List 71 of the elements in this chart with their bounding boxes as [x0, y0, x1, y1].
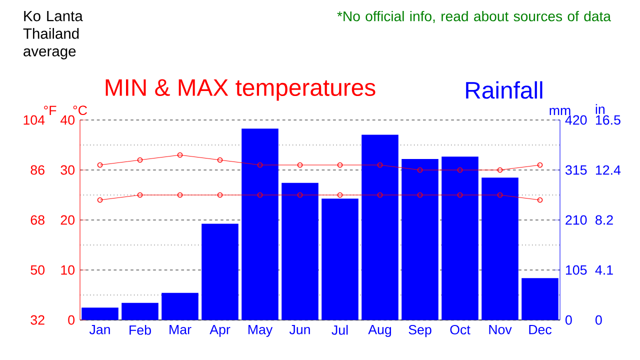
x-tick-label: Feb — [130, 324, 151, 335]
point — [337, 192, 343, 198]
text: 0 — [596, 315, 602, 325]
y2-tick-label: 0 — [566, 315, 572, 325]
point — [257, 162, 263, 168]
text: 4.1 — [595, 265, 613, 275]
point — [217, 157, 223, 163]
bar — [482, 178, 518, 320]
point — [377, 162, 383, 168]
bar — [322, 198, 358, 320]
text: in — [596, 104, 605, 114]
y-axis-title: °C — [73, 106, 88, 116]
point — [217, 192, 223, 198]
point — [177, 152, 183, 158]
x-tick-label: Aug — [368, 324, 392, 337]
text: Rainfall — [466, 81, 542, 99]
y2-axis-title: mm — [550, 108, 570, 116]
bar — [82, 308, 118, 320]
point — [137, 157, 143, 163]
bar — [402, 159, 438, 320]
point — [177, 192, 183, 198]
bar — [242, 128, 278, 320]
y-tick-label: 10 — [61, 265, 75, 275]
x-tick-label: Jul — [332, 324, 348, 335]
chart-title: Ko Lanta Thailand average — [23, 10, 83, 60]
y3-tick-label: 50 — [30, 265, 45, 275]
point — [457, 167, 463, 173]
point — [137, 192, 143, 198]
x-tick-label: May — [248, 324, 273, 337]
y-tick-label: 40 — [60, 115, 75, 125]
point — [337, 162, 343, 168]
y-tick-label: 20 — [60, 215, 75, 225]
y-tick-label: 30 — [60, 165, 75, 175]
y3-tick-label: 104 — [24, 115, 45, 125]
bar — [202, 224, 238, 320]
y2-tick-label: 210 — [566, 215, 587, 225]
x-tick-label: Jan — [89, 324, 110, 334]
point — [297, 192, 303, 198]
text: 8.2 — [596, 215, 613, 225]
x-tick-label: Apr — [210, 324, 230, 337]
bar — [442, 156, 478, 320]
y-tick-label: 0 — [68, 315, 75, 325]
x-tick-label: Jun — [289, 324, 310, 334]
text: 12.4 — [596, 165, 621, 175]
point — [497, 167, 503, 173]
point — [377, 192, 383, 198]
x-tick-label: Nov — [489, 324, 512, 334]
x-tick-label: Oct — [450, 324, 470, 334]
y3-axis-title: °F — [44, 106, 56, 116]
point — [417, 192, 423, 198]
text: MIN & MAX temperatures — [106, 79, 376, 101]
point — [257, 192, 263, 198]
text: *No official info, read about sources of data — [337, 10, 611, 23]
bar — [282, 182, 318, 320]
point — [297, 162, 303, 168]
y2-tick-label: 420 — [565, 115, 587, 125]
bar — [122, 302, 158, 320]
bar — [362, 134, 398, 320]
y3-tick-label: 68 — [30, 215, 44, 225]
x-tick-label: Mar — [170, 324, 192, 334]
x-tick-label: Dec — [529, 324, 552, 334]
point — [497, 192, 503, 198]
y2-tick-label: 105 — [566, 265, 587, 275]
point — [417, 167, 423, 173]
x-tick-label: Sep — [408, 324, 432, 338]
bar — [162, 292, 198, 320]
y3-tick-label: 32 — [30, 315, 44, 325]
y2-tick-label: 315 — [565, 165, 587, 175]
text: 16.5 — [596, 115, 620, 125]
point — [457, 192, 463, 198]
y3-tick-label: 86 — [30, 165, 44, 175]
